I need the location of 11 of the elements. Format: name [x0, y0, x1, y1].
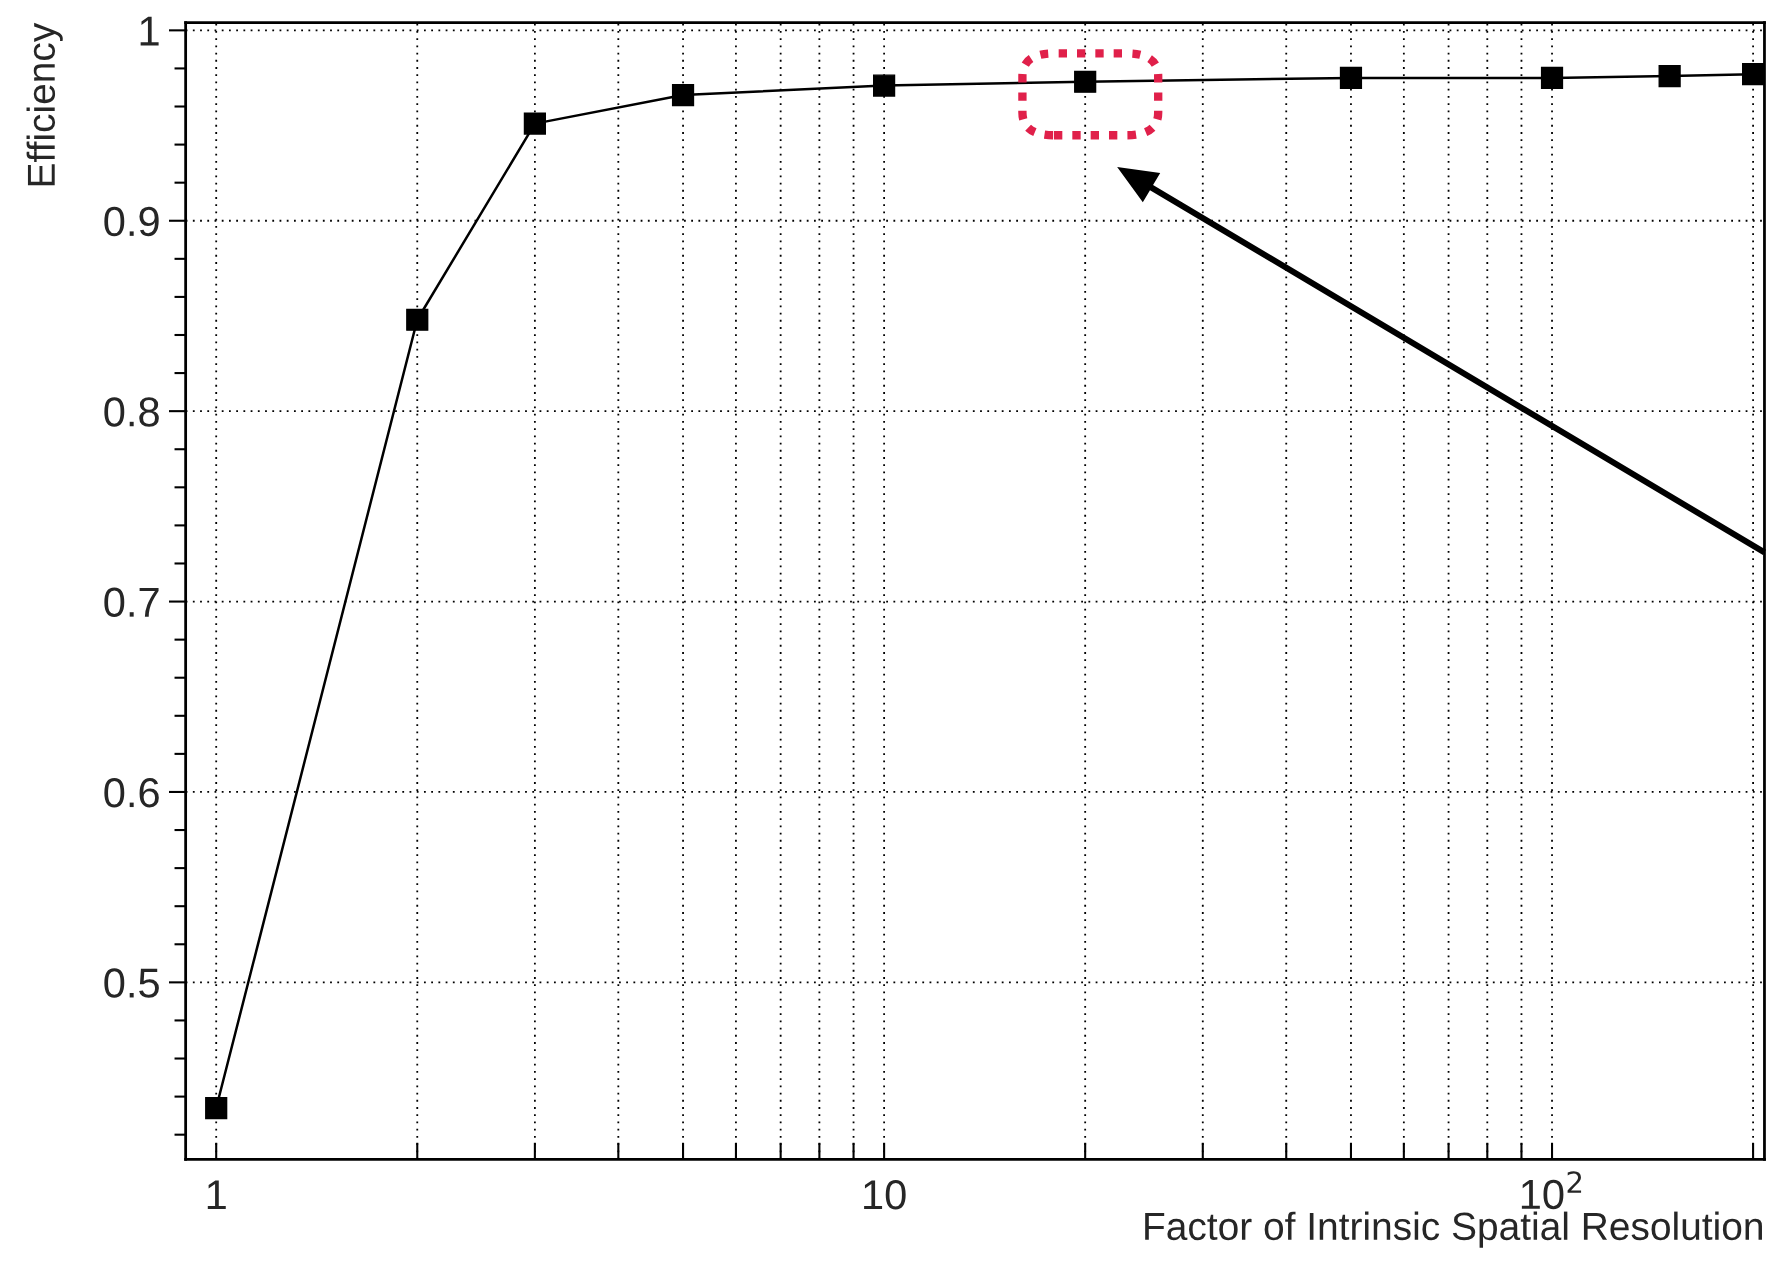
y-tick-label: 0.8 — [104, 397, 159, 427]
x-tick-label: 10 — [864, 1179, 906, 1210]
y-tick-label: 0.7 — [104, 587, 159, 618]
x-tick-label: 10$^{2}$ — [1521, 1171, 1582, 1210]
x-axis-title: Factor of Intrinsic Spatial Resolution — [1145, 1211, 1762, 1248]
y-tick-label: 0.6 — [104, 777, 159, 808]
y-tick-label: 0.9 — [104, 206, 159, 237]
y-tick-label: 1 — [140, 16, 159, 46]
y-tick-label: 0.5 — [104, 968, 159, 998]
y-axis-title: Efficiency — [26, 22, 63, 186]
x-tick-label: 1 — [207, 1180, 226, 1210]
